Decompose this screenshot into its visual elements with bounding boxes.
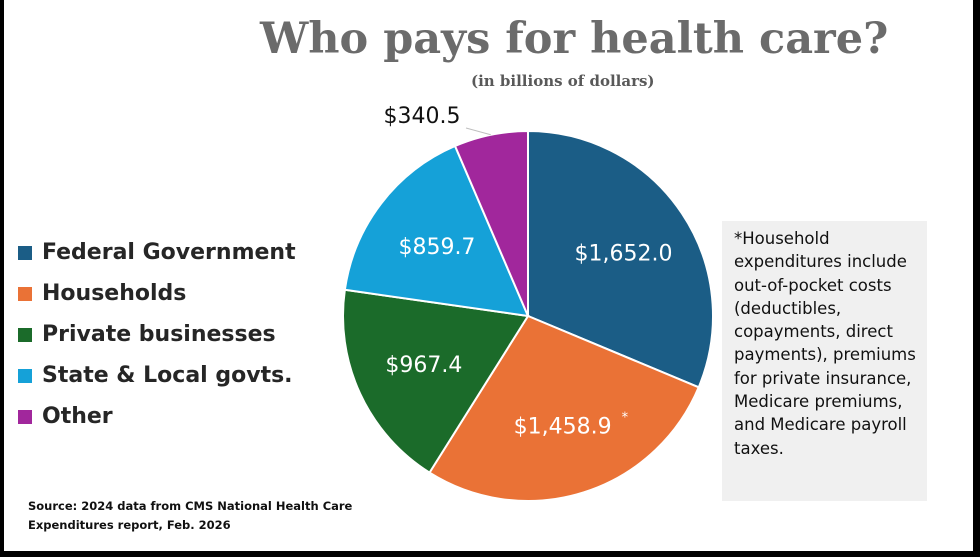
slide: Who pays for health care? (in billions o… [4, 0, 973, 551]
data-label: $967.4 [385, 353, 462, 378]
data-label: $859.7 [398, 235, 475, 260]
legend-item: Federal Government [18, 232, 296, 273]
data-label: $1,652.0 [574, 241, 672, 266]
legend-swatch [18, 245, 32, 260]
legend-label: State & Local govts. [42, 363, 293, 388]
legend: Federal Government Households Private busi… [18, 232, 296, 437]
legend-item: Other [18, 396, 296, 437]
legend-swatch [18, 368, 32, 383]
source-note: Source: 2024 data from CMS National Heal… [28, 499, 353, 532]
footnote-box: *Household expenditures include out-of-p… [722, 221, 927, 501]
pie-slice [428, 314, 701, 502]
pie-slice [342, 288, 530, 474]
legend-item: Private businesses [18, 314, 296, 355]
legend-swatch [18, 409, 32, 424]
legend-label: Federal Government [42, 240, 296, 265]
chart-subtitle: (in billions of dollars) [471, 72, 655, 90]
pie-slice [527, 129, 714, 389]
asterisk-annotation: * [622, 410, 629, 425]
pie-slice [453, 129, 529, 317]
legend-item: State & Local govts. [18, 355, 296, 396]
legend-label: Private businesses [42, 322, 276, 347]
legend-item: Households [18, 273, 296, 314]
data-label: $340.5 [384, 104, 461, 129]
pie-chart: $1,652.0 $1,458.9 * $967.4 $859.7 $340.5 [342, 104, 714, 502]
legend-swatch [18, 327, 32, 342]
legend-label: Other [42, 404, 113, 429]
leader-line [465, 127, 491, 136]
data-label: $1,458.9 [514, 414, 612, 439]
legend-label: Households [42, 281, 187, 306]
legend-swatch [18, 286, 32, 301]
chart-title: Who pays for health care? [260, 14, 889, 64]
pie-slice [343, 144, 530, 318]
